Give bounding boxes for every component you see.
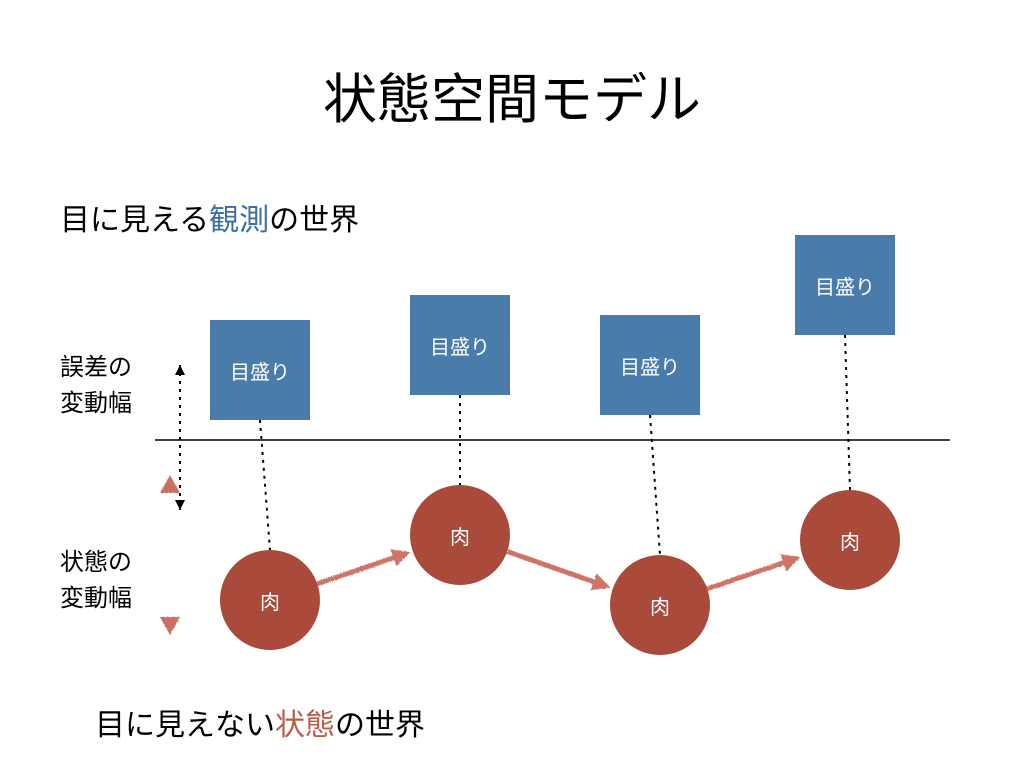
error-label-line1: 誤差の: [60, 350, 132, 386]
subtitle-bottom-prefix: 目に見えない: [95, 709, 275, 742]
subtitle-observation: 目に見える観測の世界: [60, 195, 359, 239]
state-range-label: 状態の 変動幅: [60, 545, 132, 617]
page-title: 状態空間モデル: [0, 55, 1024, 134]
subtitle-state: 目に見えない状態の世界: [95, 700, 425, 744]
observation-square: 目盛り: [210, 320, 310, 420]
state-circle: 肉: [610, 555, 710, 655]
error-label-line2: 変動幅: [60, 386, 132, 422]
error-range-label: 誤差の 変動幅: [60, 350, 132, 422]
subtitle-top-highlight: 観測: [209, 204, 269, 237]
subtitle-bottom-highlight: 状態: [275, 709, 335, 742]
observation-square: 目盛り: [410, 295, 510, 395]
subtitle-bottom-suffix: の世界: [335, 709, 425, 742]
observation-square: 目盛り: [795, 235, 895, 335]
observation-square: 目盛り: [600, 315, 700, 415]
subtitle-top-suffix: の世界: [269, 204, 359, 237]
state-label-line1: 状態の: [60, 545, 132, 581]
subtitle-top-prefix: 目に見える: [60, 204, 209, 237]
state-label-line2: 変動幅: [60, 581, 132, 617]
state-circle: 肉: [800, 490, 900, 590]
state-circle: 肉: [410, 485, 510, 585]
state-circle: 肉: [220, 550, 320, 650]
